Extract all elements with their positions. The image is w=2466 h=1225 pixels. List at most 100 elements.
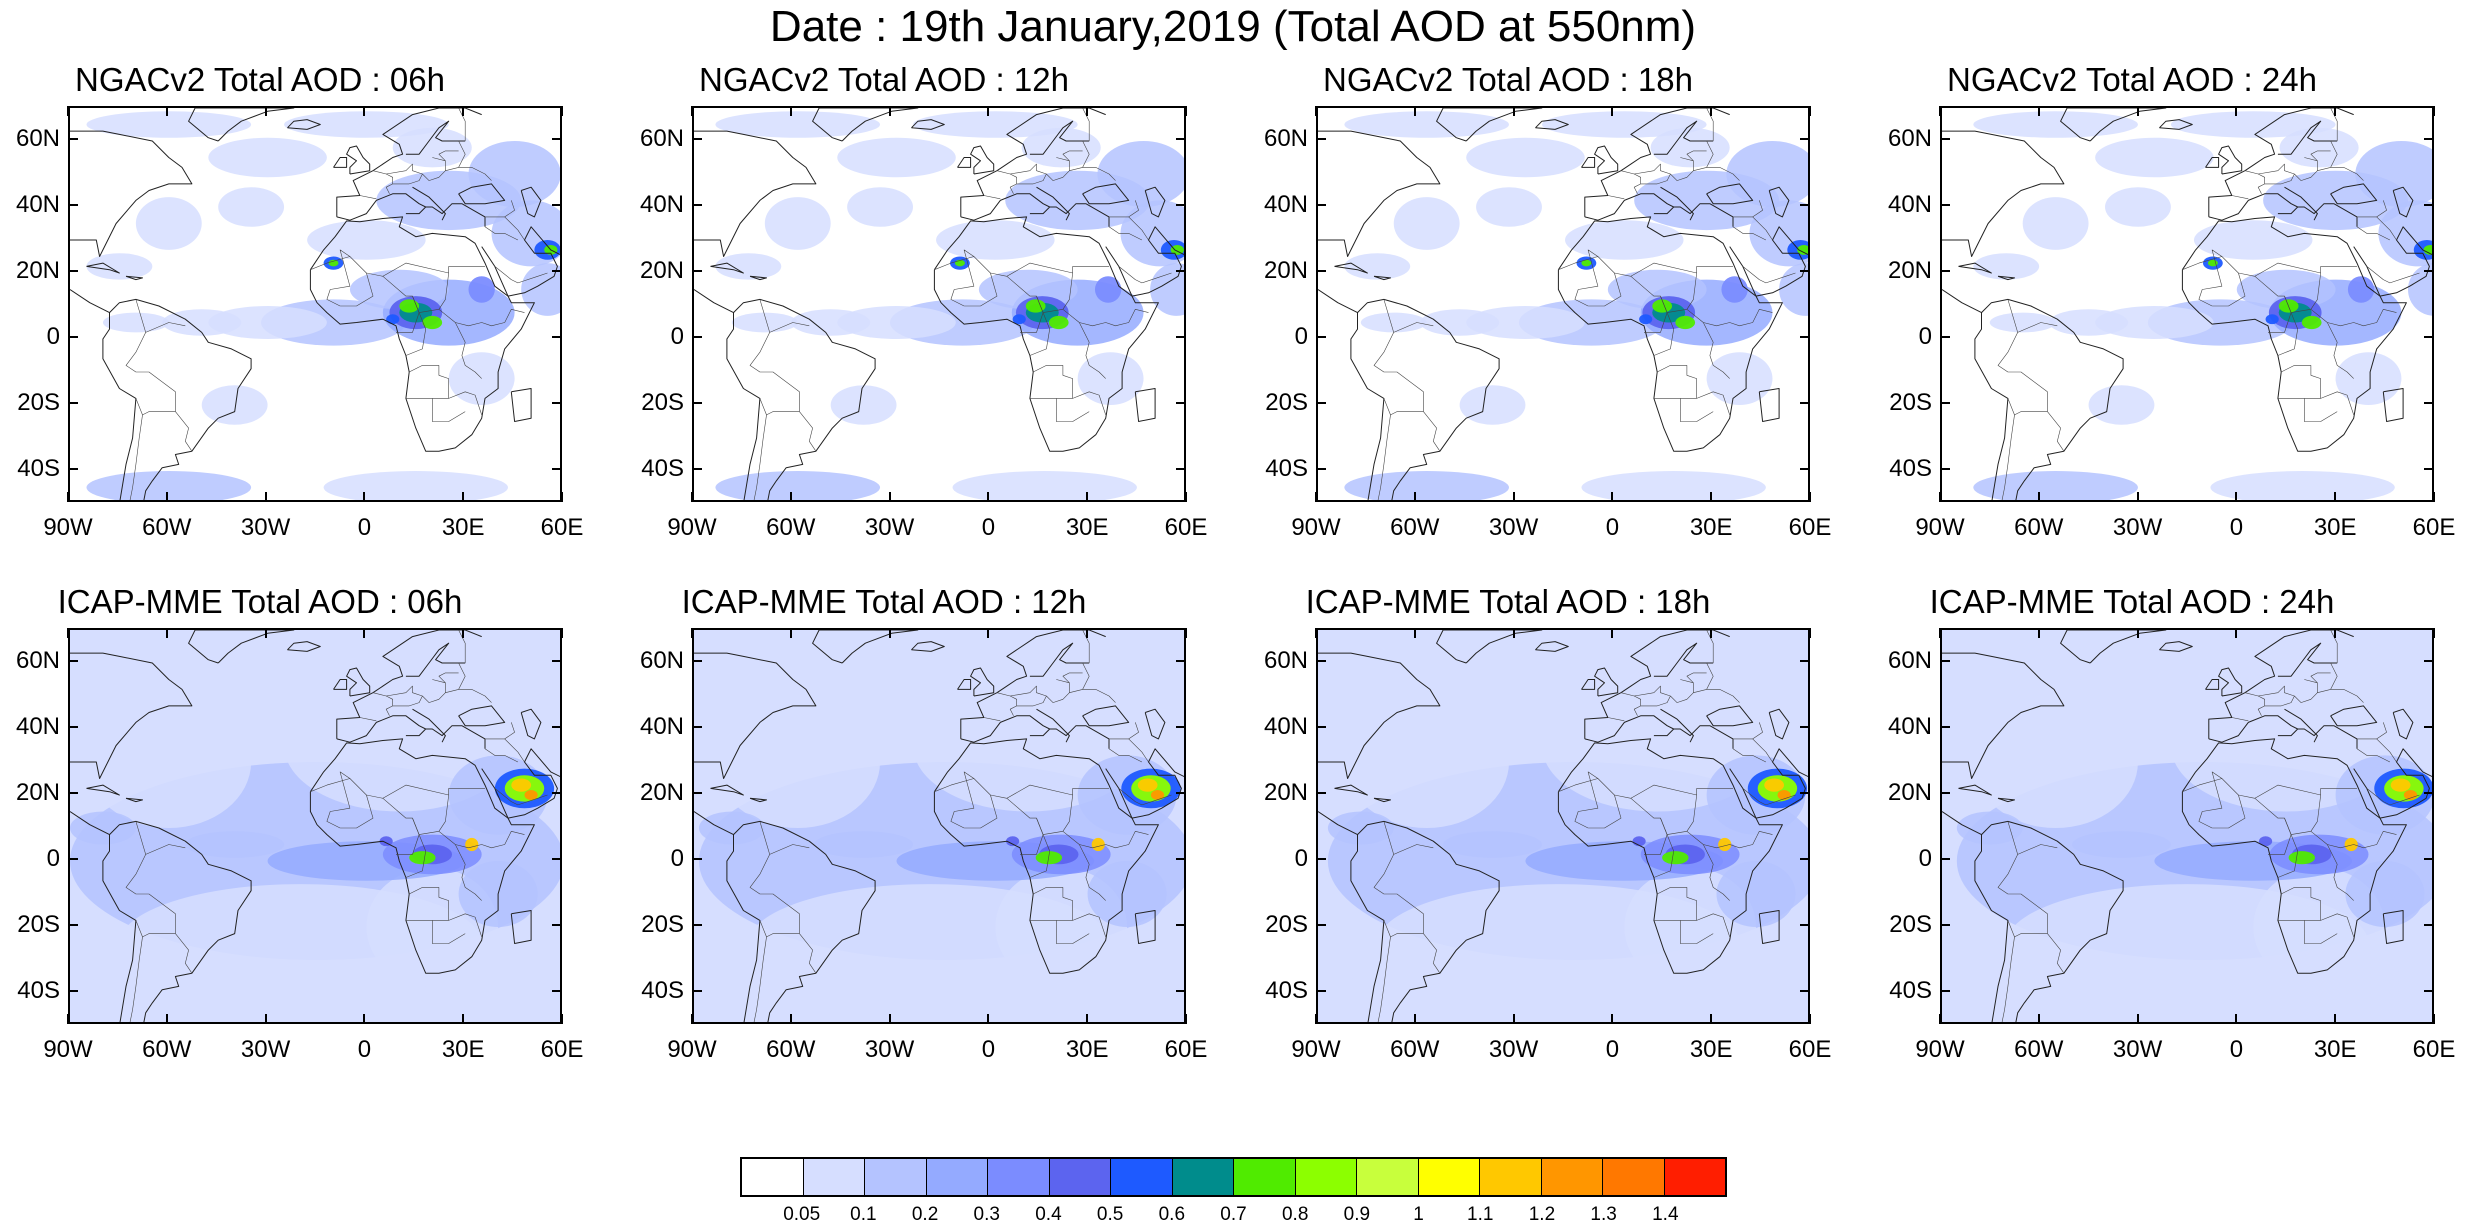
coastlines	[70, 108, 560, 500]
aod-shading	[1718, 837, 1732, 852]
lat-tick-label: 40N	[15, 713, 60, 740]
lat-tick	[68, 468, 78, 470]
aod-shading	[2347, 276, 2375, 303]
lat-tick	[1940, 792, 1950, 794]
lon-tick	[165, 628, 168, 638]
lat-tick	[1800, 792, 1810, 794]
map-plot-area	[68, 106, 562, 502]
lat-tick-label: 0	[670, 845, 684, 872]
lon-tick-label: 90W	[43, 1036, 93, 1063]
aod-shading	[2265, 314, 2279, 325]
aod-map	[694, 630, 1184, 1022]
map-panel: ICAP-MME Total AOD : 06h 60N 40N 20N 0 20S 40S…	[0, 582, 583, 1063]
aod-shading	[1466, 306, 1585, 339]
lon-tick	[2136, 106, 2139, 116]
lat-tick	[1316, 204, 1326, 206]
map-panel: NGACv2 Total AOD : 24h 60N 40N 20N 0 20S 40S 90…	[1872, 60, 2455, 540]
aod-shading	[837, 306, 956, 339]
lon-tick	[363, 106, 366, 116]
lon-tick	[2334, 492, 2337, 502]
aod-shading	[1662, 851, 1689, 865]
colorbar-box	[1480, 1159, 1542, 1195]
lon-tick-label: 30W	[864, 514, 915, 541]
aod-shading	[2022, 197, 2089, 250]
colorbar-tick-label: 1.1	[1467, 1204, 1494, 1225]
aod-shading	[1344, 471, 1509, 500]
coastlines	[1942, 630, 2432, 1022]
aod-shading	[2088, 385, 2155, 425]
aod-shading	[2095, 306, 2214, 339]
lat-tick	[1940, 402, 1950, 404]
aod-shading	[1443, 831, 1542, 858]
lon-tick-label: 0	[2229, 1036, 2244, 1063]
lon-tick	[1710, 628, 1713, 638]
colorbar-box	[1295, 1159, 1357, 1195]
lat-tick-label: 40N	[1263, 713, 1308, 740]
lat-tick-label: 0	[670, 323, 684, 350]
lon-tick	[561, 628, 563, 638]
lat-tick	[2424, 858, 2434, 860]
lon-tick-label: 60W	[1390, 1036, 1440, 1063]
lat-tick	[1316, 402, 1326, 404]
lat-tick	[68, 402, 78, 404]
lat-tick	[1800, 336, 1810, 338]
lon-tick	[462, 628, 465, 638]
page-title: Date : 19th January,2019 (Total AOD at 5…	[769, 2, 1697, 51]
map-plot-area	[1940, 628, 2434, 1024]
lon-tick-label: 60E	[1164, 1036, 1208, 1063]
lon-tick	[2037, 1014, 2040, 1024]
lat-tick-label: 20S	[17, 389, 60, 416]
aod-shading	[1360, 312, 1427, 333]
coastlines	[694, 630, 1184, 1022]
aod-shading	[2390, 778, 2411, 792]
aod-shading	[284, 111, 449, 138]
lat-tick	[1940, 990, 1950, 992]
lat-tick-label: 40N	[639, 713, 684, 740]
aod-shading	[86, 253, 153, 280]
lon-tick	[1939, 628, 1941, 638]
lon-tick	[1086, 1014, 1089, 1024]
lon-tick	[1710, 492, 1713, 502]
colorbar-tick-label: 0.4	[1035, 1204, 1062, 1225]
lat-tick	[1316, 270, 1326, 272]
lat-tick	[1800, 726, 1810, 728]
lat-tick	[1176, 204, 1186, 206]
lat-tick	[552, 990, 562, 992]
lon-tick	[987, 628, 990, 638]
lon-tick	[2334, 628, 2337, 638]
coastlines	[1318, 630, 1808, 1022]
lat-tick	[1800, 924, 1810, 926]
lat-tick	[68, 336, 78, 338]
lat-tick	[1176, 726, 1186, 728]
lat-tick	[1176, 468, 1186, 470]
aod-shading	[1476, 187, 1542, 227]
lat-tick	[1316, 858, 1326, 860]
lon-tick	[1413, 492, 1416, 502]
aod-shading	[185, 831, 285, 858]
lat-tick	[1800, 468, 1810, 470]
map-plot-area	[1316, 628, 1810, 1024]
aod-shading	[814, 831, 914, 858]
aod-shading	[1989, 312, 2056, 333]
map-plot-area	[692, 628, 1186, 1024]
lat-tick	[692, 858, 702, 860]
lon-tick	[462, 492, 465, 502]
aod-shading	[995, 646, 1184, 713]
lon-tick-label: 30E	[2313, 1036, 2357, 1063]
lat-tick	[1316, 726, 1326, 728]
lon-tick	[987, 492, 990, 502]
lon-tick	[363, 492, 366, 502]
lon-tick-label: 30W	[1488, 514, 1539, 541]
lon-tick	[1939, 492, 1941, 502]
lat-tick	[692, 204, 702, 206]
colorbar-tick-label: 1.3	[1590, 1204, 1617, 1225]
colorbar-tick-label: 0.1	[850, 1204, 877, 1225]
aod-shading	[1327, 811, 1394, 845]
lon-tick	[462, 1014, 465, 1024]
lat-tick	[692, 726, 702, 728]
aod-shading	[847, 187, 914, 227]
lat-tick-label: 60N	[1887, 125, 1932, 152]
lat-tick-label: 0	[1294, 845, 1308, 872]
lat-tick	[692, 468, 702, 470]
aod-shading	[1097, 141, 1184, 207]
